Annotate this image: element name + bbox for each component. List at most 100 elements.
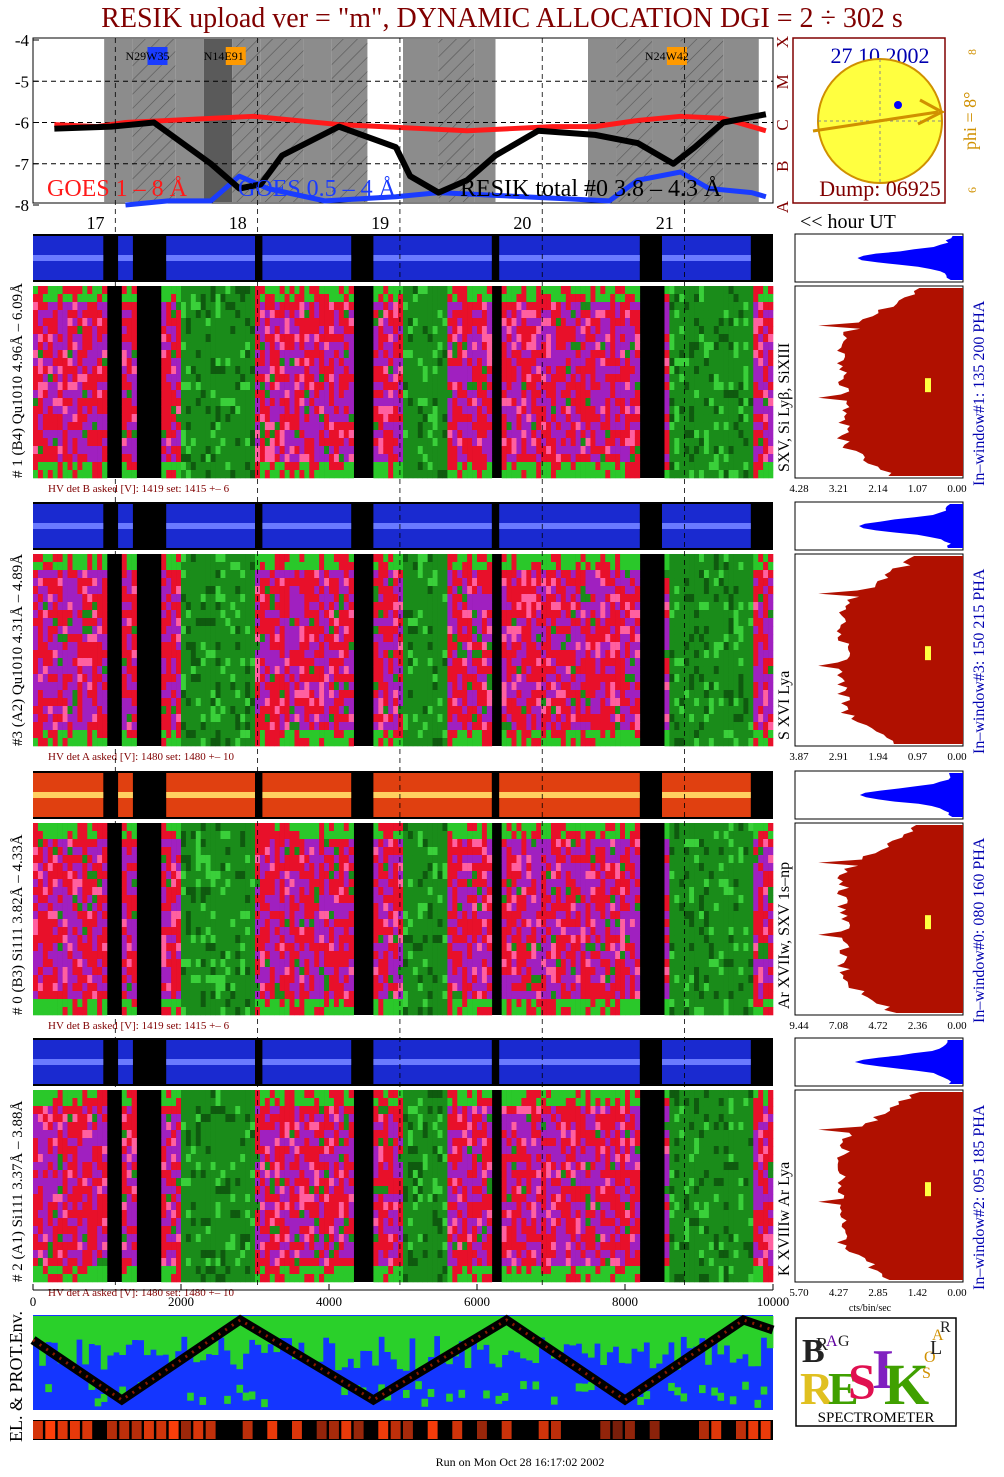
spectro-cell [67,698,73,707]
spectro-cell [77,602,83,611]
spectro-cell [299,342,305,351]
spectro-cell [546,310,552,319]
spectro-cell [264,398,271,407]
spectro-cell [121,342,128,351]
spectro-cell [472,470,478,479]
spectro-cell [62,318,68,327]
spectro-cell [758,422,764,431]
spectro-cell [102,334,108,343]
spectro-cell [181,586,187,595]
spectro-cell [432,578,438,587]
spectro-cell [181,382,187,391]
spectro-cell [309,706,315,715]
spectro-cell [486,382,493,391]
spectro-cell [437,738,443,747]
spectro-cell [674,302,680,311]
spectro-cell [728,366,734,375]
spectro-cell [121,666,128,675]
spectro-cell [511,398,517,407]
spectro-cell [42,610,49,619]
spectro-cell [121,586,128,595]
spectro-cell [417,342,424,351]
spectro-cell [432,698,438,707]
spectro-cell [284,610,290,619]
spectro-cell [304,714,310,723]
spectro-cell [215,342,221,351]
spectro-cell [245,666,251,675]
spectro-cell [338,706,345,715]
spectro-cell [166,334,172,343]
spectro-cell [536,326,542,335]
spectro-cell [284,618,290,627]
spectro-cell [669,366,675,375]
spectro-cell [126,610,132,619]
spectro-cell [195,462,202,471]
spectro-cell [743,430,749,439]
spectro-cell [348,626,354,635]
spectro-cell [274,658,280,667]
spectro-cell [388,634,394,643]
spectro-cell [417,562,424,571]
spectro-cell [102,562,108,571]
spectro-cell [610,382,616,391]
spectro-cell [171,658,177,667]
spectro-cell [289,382,295,391]
spectro-cell [689,350,695,359]
spectro-cell [338,310,345,319]
spectro-cell [333,422,340,431]
spectro-cell [457,302,463,311]
spectro-cell [131,294,137,303]
spectro-cell [284,382,290,391]
spectro-cell [309,366,315,375]
spectro-cell [52,586,58,595]
spectro-cell [289,398,295,407]
spectro-cell [333,326,340,335]
spectro-cell [235,414,241,423]
spectro-cell [52,310,58,319]
spectro-cell [511,382,517,391]
spectro-cell [728,430,734,439]
spectro-cell [338,626,345,635]
spectro-cell [437,666,443,675]
spectro-cell [699,398,705,407]
spectro-cell [62,682,68,691]
spectro-cell [427,658,433,667]
spectro-cell [728,334,734,343]
spectro-cell [259,602,266,611]
spectro-cell [442,430,448,439]
hist-tick-ch1-3: 1.07 [908,483,928,495]
spectro-cell [319,406,325,415]
spectro-cell [255,618,261,627]
spectro-cell [329,302,335,311]
spectro-cell [610,342,616,351]
spectro-cell [304,374,310,383]
spectro-cell [176,302,182,311]
spectro-cell [37,350,44,359]
spectro-cell [393,334,399,343]
spectro-cell [220,390,226,399]
spectro-cell [200,570,206,579]
spectro-cell [738,350,744,359]
spectro-cell [605,470,611,479]
spectro-cell [427,302,433,311]
spectro-cell [422,586,428,595]
spectro-cell [314,318,320,327]
spectro-cell [131,602,137,611]
spectro-cell [763,446,769,455]
spectro-cell [52,286,58,295]
spectro-cell [274,602,280,611]
spectro-cell [190,562,197,571]
region-label-1: N14E91 [204,49,244,63]
spectro-cell [462,454,468,463]
spectro-cell [348,698,354,707]
spectro-cell [235,294,241,303]
spectro-cell [77,738,83,747]
spectro-cell [215,658,221,667]
spectro-cell [121,618,128,627]
spectro-cell [205,682,211,691]
spectro-cell [161,350,167,359]
spectro-cell [758,318,764,327]
spectro-cell [703,302,710,311]
spectro-cell [102,578,108,587]
spectro-cell [486,462,493,471]
